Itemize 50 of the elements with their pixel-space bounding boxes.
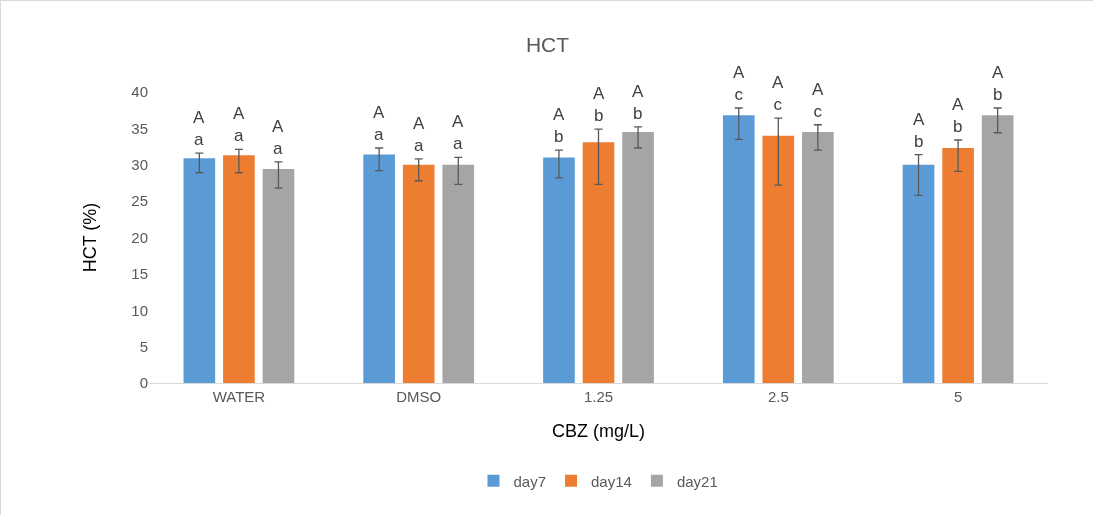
bar [762, 135, 795, 383]
x-tick-label: 5 [953, 388, 963, 405]
data-label: A c [772, 73, 784, 115]
data-label: A b [992, 63, 1004, 105]
data-label: A b [952, 95, 964, 137]
y-axis-title: HCT (%) [79, 202, 100, 273]
data-label: A a [413, 114, 425, 156]
x-tick-label: 1.25 [583, 388, 614, 405]
data-label: A c [733, 63, 745, 105]
x-tick-label: WATER [212, 388, 266, 405]
data-label: A a [233, 104, 245, 146]
data-label: A a [193, 108, 205, 150]
data-label: A a [452, 112, 464, 154]
x-tick-label: DMSO [396, 388, 442, 405]
y-tick-label: 30 [131, 156, 148, 173]
y-tick-label: 5 [139, 337, 148, 355]
data-label: A b [553, 105, 565, 147]
bar [981, 115, 1014, 383]
data-label: A b [913, 110, 925, 152]
legend-label: day7 [513, 472, 547, 490]
chart-title: HCT [525, 33, 570, 57]
bar [543, 157, 575, 383]
legend-label: day21 [676, 472, 718, 490]
x-tick-label: 2.5 [767, 388, 789, 405]
y-tick-label: 40 [131, 83, 148, 101]
bar [402, 164, 435, 383]
y-tick-label: 10 [131, 301, 148, 319]
y-tick-label: 20 [131, 228, 148, 246]
bar [582, 142, 615, 383]
data-label: A a [373, 103, 385, 145]
legend-label: day14 [591, 472, 632, 490]
bar [622, 132, 654, 383]
bar [942, 148, 974, 383]
bar [363, 154, 395, 383]
x-axis-title: CBZ (mg/L) [551, 421, 646, 442]
bar [722, 115, 755, 383]
data-label: A b [593, 84, 605, 126]
bar [902, 164, 935, 383]
y-tick-label: 15 [131, 265, 148, 283]
data-label: A a [272, 117, 284, 159]
y-tick-label: 35 [131, 119, 148, 137]
y-tick-label: 25 [131, 192, 148, 210]
bar [442, 164, 475, 383]
data-label: A b [632, 82, 644, 124]
data-label: A c [812, 80, 824, 122]
bar [223, 155, 255, 383]
y-tick-label: 0 [139, 374, 148, 392]
bar [262, 169, 295, 383]
bar [802, 132, 834, 383]
bar [183, 158, 216, 383]
